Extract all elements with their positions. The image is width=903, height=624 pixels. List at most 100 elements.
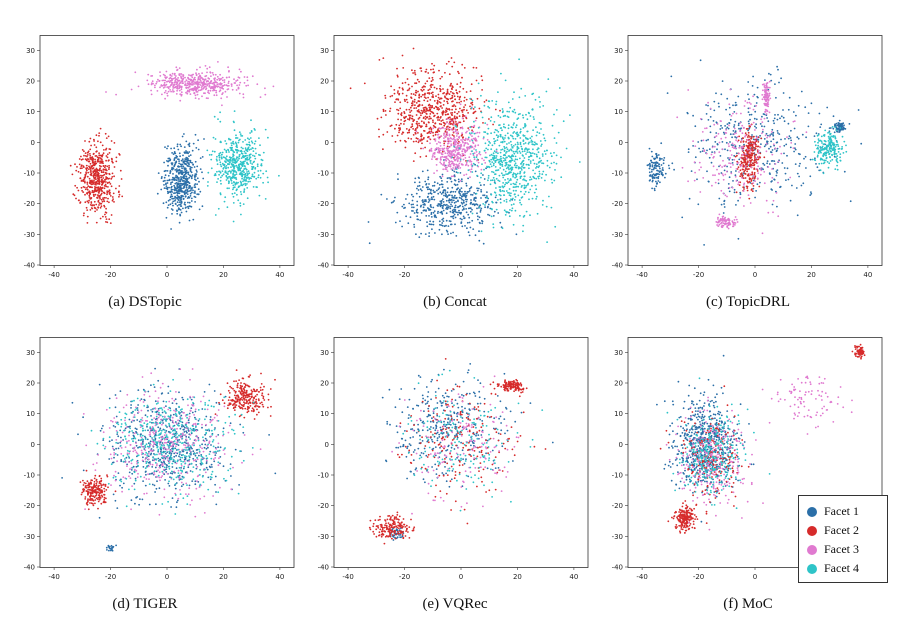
data-point [515, 124, 518, 127]
data-point [181, 173, 184, 176]
data-point [782, 92, 785, 94]
data-point [737, 237, 740, 240]
data-point [446, 102, 449, 105]
data-point [405, 98, 408, 101]
data-point [185, 192, 188, 195]
data-point [174, 169, 177, 171]
data-point [776, 141, 779, 144]
data-point [228, 187, 230, 190]
data-point [214, 214, 217, 216]
data-point [85, 167, 87, 170]
data-point [774, 83, 776, 85]
data-point [255, 177, 258, 180]
data-point [83, 150, 85, 153]
data-point [234, 177, 237, 179]
data-point [657, 175, 660, 178]
data-point [166, 86, 169, 88]
data-point [189, 192, 192, 195]
data-point [809, 175, 812, 178]
data-point [105, 147, 108, 150]
data-point [235, 158, 238, 160]
data-point [180, 163, 183, 166]
data-point [186, 161, 188, 163]
data-point [194, 178, 196, 181]
data-point [178, 89, 181, 92]
data-point [176, 204, 179, 207]
data-point [788, 135, 791, 138]
data-point [424, 85, 426, 88]
data-point [664, 176, 666, 179]
data-point [471, 208, 473, 211]
data-point [394, 140, 397, 143]
data-point [458, 147, 461, 150]
data-point [496, 158, 499, 161]
data-point [755, 143, 757, 146]
data-point [548, 166, 551, 169]
data-point [187, 173, 190, 176]
data-point [223, 84, 226, 86]
data-point [205, 75, 208, 77]
data-point [488, 214, 491, 217]
data-point [92, 152, 95, 155]
data-point [527, 142, 530, 145]
data-point [102, 162, 104, 165]
data-point [215, 81, 217, 83]
data-point [433, 107, 436, 110]
data-point [508, 179, 511, 182]
data-point [251, 141, 254, 144]
data-point [473, 148, 475, 150]
data-point [810, 191, 812, 194]
data-point [110, 177, 113, 180]
data-point [177, 196, 179, 199]
data-point [713, 100, 716, 103]
data-point [514, 155, 517, 158]
data-point [807, 112, 810, 114]
data-point [732, 104, 734, 107]
data-point [504, 134, 507, 137]
data-point [656, 169, 659, 172]
data-point [178, 82, 181, 85]
data-point [229, 146, 232, 149]
data-point [410, 126, 412, 129]
data-point [167, 199, 170, 202]
data-point [793, 127, 796, 130]
data-point [519, 214, 521, 217]
data-point [182, 154, 184, 157]
data-point [455, 108, 457, 111]
data-point [429, 104, 432, 107]
data-point [182, 171, 184, 174]
data-point [236, 193, 238, 196]
data-point [134, 71, 137, 74]
data-point [237, 159, 239, 161]
data-point [439, 77, 442, 80]
data-point [456, 153, 459, 156]
data-point [414, 72, 416, 74]
data-point [174, 202, 177, 205]
data-point [430, 150, 433, 152]
data-point [662, 169, 664, 172]
data-point [220, 182, 222, 185]
data-point [451, 201, 453, 204]
data-point [523, 175, 526, 178]
data-point [503, 145, 506, 148]
data-point [97, 187, 99, 189]
data-point [446, 195, 449, 198]
data-point [249, 156, 252, 159]
data-point [555, 109, 558, 111]
data-point [450, 118, 452, 120]
data-point [88, 181, 91, 184]
data-point [522, 216, 525, 218]
scatter-panel: -40 -20 0 20 40 -40 -30 -20 -10 0 10 20 30 [10, 35, 300, 285]
data-point [165, 201, 168, 204]
data-point [446, 149, 449, 152]
data-point [472, 137, 475, 140]
data-point [709, 116, 712, 118]
data-point [462, 141, 464, 144]
data-point [800, 184, 803, 187]
data-point [412, 93, 415, 95]
data-point [180, 73, 183, 75]
data-point [516, 178, 519, 181]
data-point [97, 206, 100, 209]
data-point [441, 175, 444, 178]
data-point [166, 147, 168, 150]
